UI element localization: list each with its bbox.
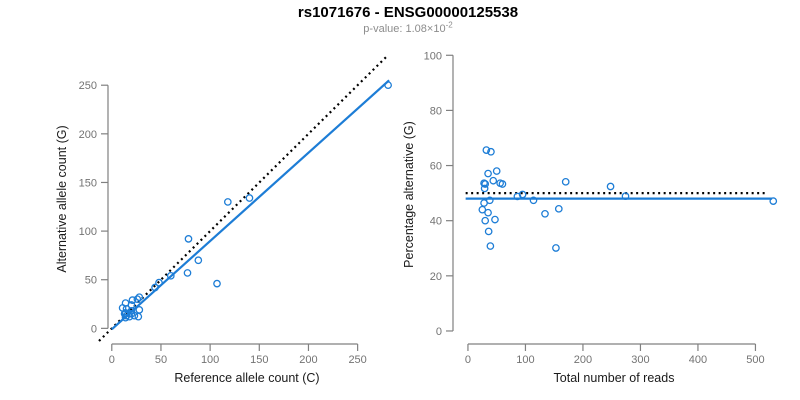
y-tick-label: 80 <box>430 105 442 117</box>
data-point <box>606 182 615 191</box>
data-point <box>245 194 254 202</box>
data-point <box>552 244 560 252</box>
y-tick-label: 100 <box>424 50 442 62</box>
p-value-exponent: -2 <box>445 20 453 30</box>
fit-line <box>111 79 390 331</box>
data-point <box>491 215 499 224</box>
data-point <box>480 179 488 188</box>
data-point <box>384 81 392 90</box>
y-tick-label: 60 <box>430 161 442 173</box>
data-point <box>485 196 494 205</box>
data-point <box>484 227 493 236</box>
chart-title: rs1071676 - ENSG00000125538 <box>297 4 519 21</box>
x-tick-label: 300 <box>631 354 649 366</box>
x-axis-title: Reference allele count (C) <box>174 371 319 385</box>
data-point <box>484 169 492 178</box>
data-point <box>486 242 495 250</box>
y-tick-label: 100 <box>79 226 97 238</box>
x-tick-label: 50 <box>155 354 167 366</box>
data-point <box>481 180 490 188</box>
y-tick-label: 250 <box>79 80 97 92</box>
data-point <box>183 269 192 277</box>
data-point <box>128 296 137 305</box>
data-point <box>518 190 527 199</box>
x-tick-label: 200 <box>574 354 592 366</box>
y-tick-label: 40 <box>430 216 442 228</box>
x-tick-label: 200 <box>299 354 317 366</box>
x-tick-label: 500 <box>746 354 764 366</box>
data-point <box>492 167 501 175</box>
data-point <box>561 177 570 186</box>
data-point <box>478 205 487 214</box>
data-point <box>482 146 491 154</box>
data-point <box>184 235 193 243</box>
x-axis-title: Total number of reads <box>554 371 675 385</box>
data-point <box>155 278 163 287</box>
identity-line <box>98 56 387 342</box>
data-point <box>484 208 492 217</box>
data-point <box>529 196 538 205</box>
data-point <box>135 306 144 314</box>
data-point <box>769 197 778 205</box>
y-tick-label: 20 <box>430 271 442 283</box>
data-point <box>498 180 507 188</box>
data-point <box>541 209 549 218</box>
data-point <box>481 216 490 225</box>
x-tick-label: 150 <box>250 354 268 366</box>
data-point <box>554 204 563 213</box>
data-point <box>135 293 144 302</box>
data-point <box>134 312 143 321</box>
data-point <box>487 147 495 156</box>
y-tick-label: 200 <box>79 129 97 141</box>
data-point <box>213 279 221 288</box>
x-tick-label: 100 <box>516 354 534 366</box>
data-point <box>130 311 139 320</box>
p-value-text: p-value: 1.08×10 <box>363 23 446 35</box>
x-tick-label: 0 <box>465 354 471 366</box>
y-tick-label: 0 <box>91 323 97 335</box>
data-point <box>194 256 203 265</box>
data-point <box>121 313 130 322</box>
data-point <box>133 295 142 304</box>
data-point <box>621 192 630 201</box>
y-tick-label: 150 <box>79 177 97 189</box>
data-point <box>151 283 159 292</box>
y-axis-title: Percentage alternative (G) <box>402 121 416 268</box>
chart-subtitle: p-value: 1.08×10-2 <box>8 20 800 35</box>
y-tick-label: 0 <box>436 326 442 338</box>
y-tick-label: 50 <box>85 275 97 287</box>
y-axis-title: Alternative allele count (G) <box>55 125 69 272</box>
x-tick-label: 100 <box>201 354 219 366</box>
data-point <box>166 271 175 280</box>
x-tick-label: 400 <box>689 354 707 366</box>
x-tick-label: 250 <box>348 354 366 366</box>
data-point <box>223 198 232 206</box>
data-point <box>489 176 498 185</box>
data-point <box>125 312 134 321</box>
x-tick-label: 0 <box>109 354 115 366</box>
data-point <box>480 184 489 193</box>
